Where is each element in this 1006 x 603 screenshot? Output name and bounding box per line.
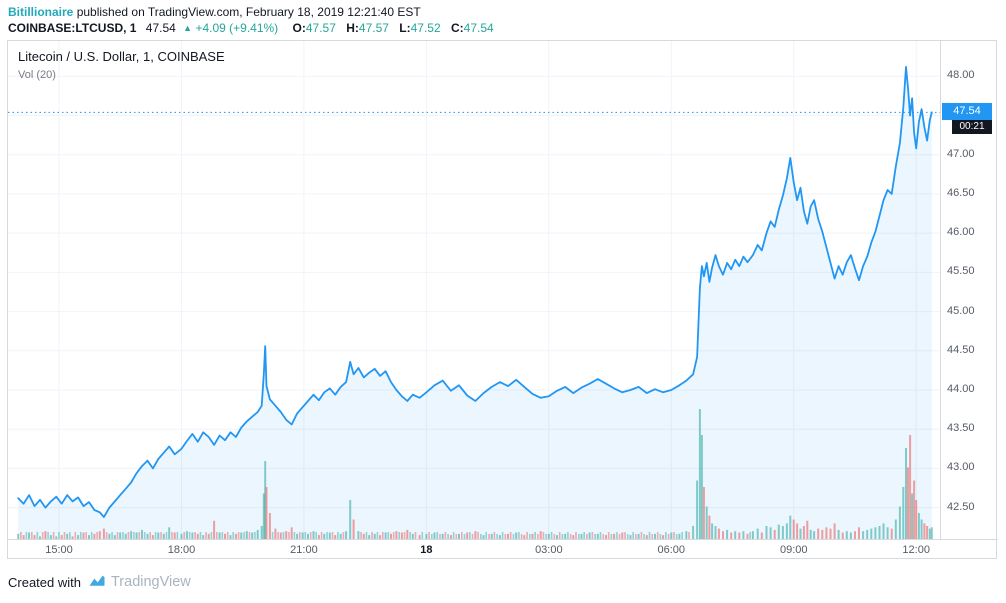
price-change-text: +4.09 (+9.41%) [195,21,279,35]
last-price-value: 47.54 [145,21,176,35]
price-axis[interactable]: 47.54 00:21 48.0047.5047.0046.5046.0045.… [940,41,998,539]
chart-legend: Litecoin / U.S. Dollar, 1, COINBASE Vol … [18,49,225,81]
price-chart-canvas[interactable] [8,41,940,539]
close-label: C: [450,21,464,35]
time-axis-label: 18:00 [167,544,196,556]
publish-text: published on TradingView.com, February 1… [76,5,421,19]
price-axis-label: 45.50 [947,265,975,278]
price-axis-label: 48.00 [947,69,975,82]
footer: Created with TradingView [8,571,191,593]
chart-container: Litecoin / U.S. Dollar, 1, COINBASE Vol … [7,40,998,560]
time-axis-label: 21:00 [290,544,318,556]
price-change: ▲ +4.09 (+9.41%) [183,21,278,35]
price-axis-label: 44.50 [947,343,975,356]
symbol-info-bar: COINBASE:LTCUSD, 1 47.54 ▲ +4.09 (+9.41%… [8,21,494,35]
time-axis-label: 03:00 [535,544,563,556]
high-label: H: [346,21,359,35]
symbol-name: COINBASE:LTCUSD, 1 [8,21,137,35]
low-label: L: [399,21,411,35]
legend-volume-study[interactable]: Vol (20) [18,69,56,81]
time-axis-label: 09:00 [779,544,808,556]
arrow-up-icon: ▲ [183,23,193,33]
price-axis-label: 44.00 [947,382,975,395]
price-axis-label: 46.50 [947,186,975,199]
time-axis-label: 15:00 [45,544,73,556]
time-axis[interactable]: 15:00 18:00 21:00 18 03:00 06:00 09:00 12:00 [8,539,998,560]
open-label: O: [292,21,306,35]
legend-symbol-title[interactable]: Litecoin / U.S. Dollar, 1, COINBASE [18,49,225,64]
last-price-tag: 47.54 [942,103,992,121]
time-axis-label: 18 [420,544,433,556]
created-with-text: Created with [8,574,81,590]
price-axis-label: 43.00 [947,461,975,474]
price-axis-label: 43.50 [947,422,975,435]
high-value: 47.57 [358,21,389,35]
tradingview-brand-link[interactable]: TradingView [110,574,191,590]
price-axis-label: 45.00 [947,304,975,317]
countdown-tag: 00:21 [952,120,992,135]
tradingview-logo-icon [89,575,105,586]
open-value: 47.57 [305,21,336,35]
price-axis-label: 42.50 [947,500,975,513]
time-axis-label: 06:00 [657,544,686,556]
low-value: 47.52 [410,21,441,35]
time-axis-label: 12:00 [902,544,930,556]
ohlc-values: O:47.57 H:47.57 L:47.52 C:47.54 [286,21,494,35]
author-link[interactable]: Bitillionaire [8,5,74,19]
price-axis-label: 46.00 [947,226,975,239]
publish-info-bar: Bitillionaire published on TradingView.c… [8,5,421,19]
close-value: 47.54 [463,21,494,35]
price-axis-label: 47.00 [947,147,975,160]
